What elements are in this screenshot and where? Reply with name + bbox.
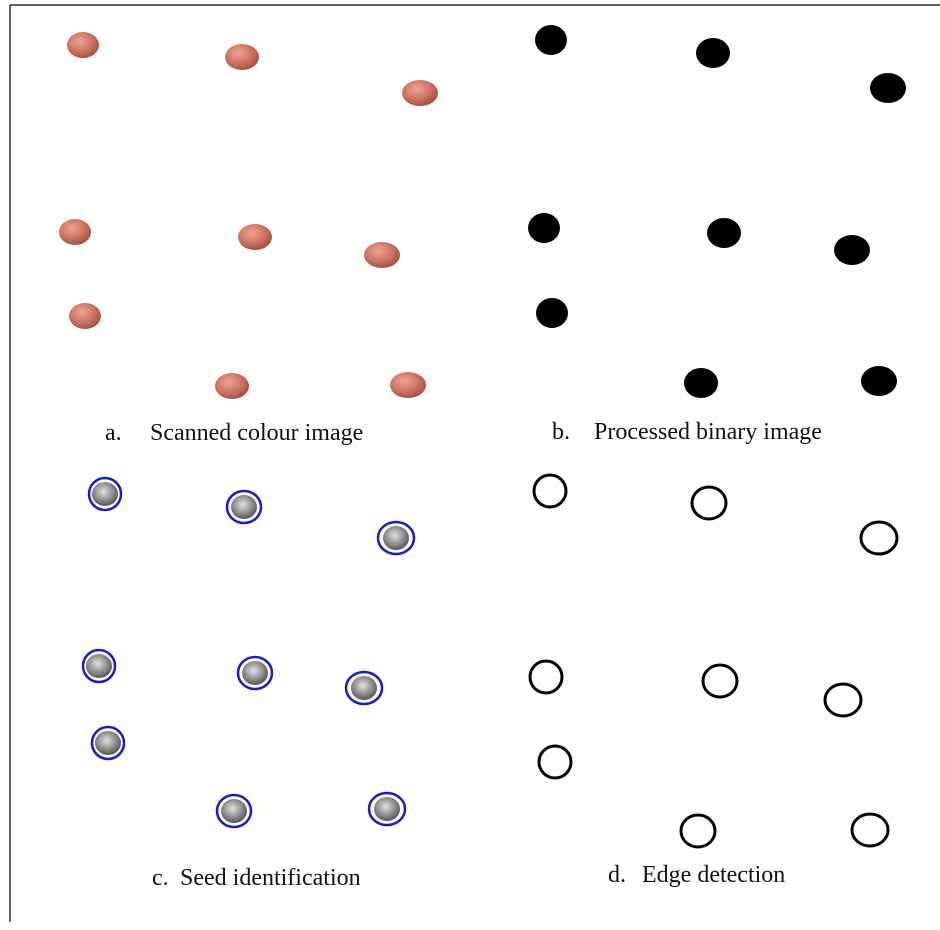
panel-caption: Seed identification [180, 865, 361, 891]
seed-binary [528, 213, 560, 243]
seed-colour [225, 44, 259, 70]
seed-colour [390, 372, 426, 398]
seed-colour [364, 242, 400, 268]
seed-binary [696, 38, 730, 68]
seed-grey [351, 676, 377, 700]
seed-colour [238, 224, 272, 250]
seed-binary [684, 368, 718, 398]
seed-colour [69, 303, 101, 329]
seed-binary [834, 235, 870, 265]
seed-binary [870, 73, 906, 103]
seed-edge [681, 815, 715, 847]
seed-grey [92, 482, 118, 506]
panel-caption: Processed binary image [594, 419, 822, 445]
panel-label: c. [152, 865, 169, 891]
panel-label: a. [105, 420, 122, 446]
figure: a. Scanned colour image b. Processed bin… [0, 0, 940, 925]
seed-colour [402, 80, 438, 106]
seed-grey [374, 797, 400, 821]
panel-label: b. [552, 419, 570, 445]
seed-grey [383, 526, 409, 550]
seed-edge [692, 487, 726, 519]
panel-caption: Scanned colour image [150, 420, 363, 446]
seed-grey [86, 654, 112, 678]
panel-caption: Edge detection [642, 862, 785, 888]
seed-grey [95, 731, 121, 755]
seed-edge [703, 665, 737, 697]
seed-edge [861, 522, 897, 554]
seed-binary [861, 366, 897, 396]
seed-binary [536, 298, 568, 328]
seed-edge [825, 684, 861, 716]
seed-edge [852, 814, 888, 846]
seed-binary [707, 218, 741, 248]
seed-colour [215, 373, 249, 399]
seed-edge [539, 746, 571, 778]
seed-colour [59, 219, 91, 245]
seed-edge [534, 475, 566, 507]
seed-grey [221, 799, 247, 823]
seed-colour [67, 32, 99, 58]
seed-grey [242, 661, 268, 685]
seed-grey [231, 495, 257, 519]
seed-binary [535, 25, 567, 55]
seed-edge [530, 661, 562, 693]
page: a. Scanned colour image b. Processed bin… [0, 0, 940, 925]
panel-label: d. [608, 862, 626, 888]
